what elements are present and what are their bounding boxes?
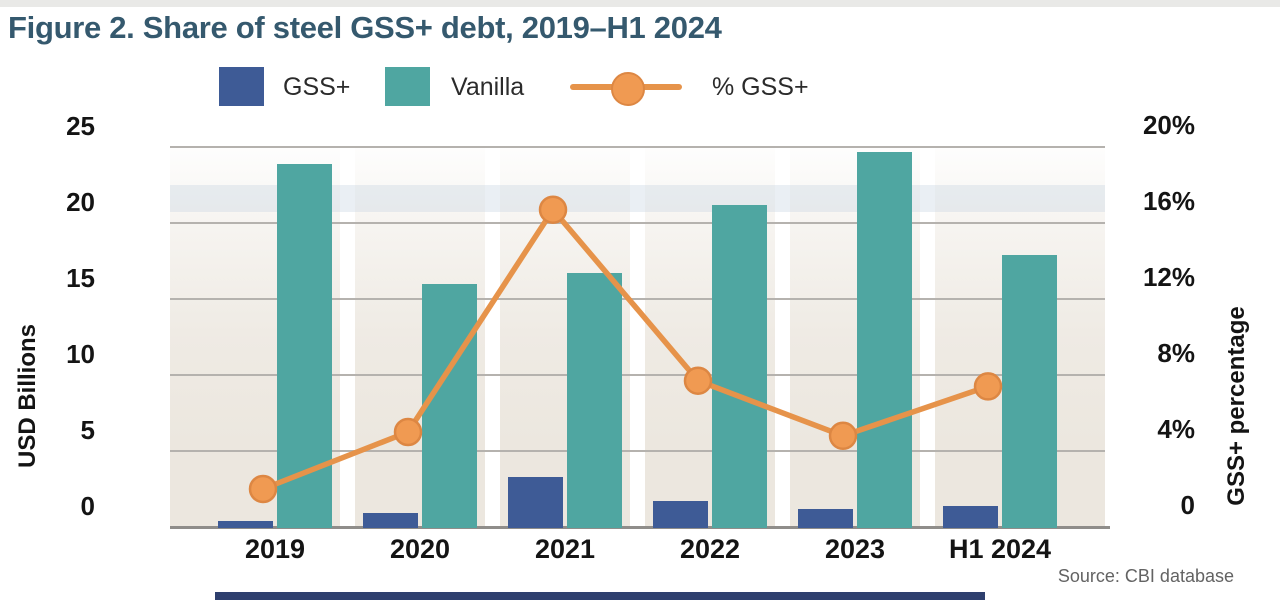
legend-swatch-vanilla [385,67,430,106]
y-tick-left: 20 [66,187,95,217]
top-strip [0,0,1280,7]
bar-vanilla-H1 2024 [1002,254,1057,528]
legend-label-pct: % GSS+ [712,73,809,101]
legend-label-vanilla: Vanilla [451,73,525,101]
bar-vanilla-2021 [567,273,622,528]
source-note: Source: CBI database [1057,566,1234,586]
x-label-2019: 2019 [244,534,306,564]
y-tick-right: 20% [1142,110,1195,140]
legend-marker-dot-icon [611,72,645,106]
bar-gss-H1 2024 [943,505,998,528]
y-tick-right: 12% [1142,262,1195,292]
bar-vanilla-2023 [857,151,912,528]
x-label-2022: 2022 [679,534,741,564]
x-label-2021: 2021 [534,534,596,564]
bar-vanilla-2020 [422,283,477,528]
legend-line-marker [570,72,682,106]
legend-label-gss: GSS+ [283,73,351,101]
x-label-H1 2024: H1 2024 [948,534,1052,564]
legend: GSS+ Vanilla % GSS+ [0,67,1280,111]
y-axis-title-right: GSS+ percentage [1223,306,1250,506]
bar-gss-2020 [363,513,418,528]
bar-gss-2021 [508,476,563,528]
x-label-2023: 2023 [824,534,886,564]
grid-line [170,146,1105,148]
legend-swatch-gss [219,67,264,106]
bar-vanilla-2022 [712,204,767,528]
y-tick-right: 16% [1142,186,1195,216]
y-tick-right: 8% [1157,338,1195,368]
y-tick-left: 0 [80,491,95,521]
y-tick-left: 5 [80,415,95,445]
bar-vanilla-2019 [277,163,332,528]
bar-gss-2022 [653,501,708,528]
y-axis-title-left: USD Billions [14,324,41,469]
bar-gss-2023 [798,508,853,528]
bar-gss-2019 [218,520,273,528]
x-label-2020: 2020 [389,534,451,564]
y-tick-left: 10 [66,339,95,369]
y-tick-right: 4% [1157,414,1195,444]
y-tick-right: 0 [1180,490,1195,520]
y-tick-left: 15 [66,263,95,293]
y-tick-left: 25 [66,111,95,141]
x-axis-line [170,526,1110,529]
bottom-bar [215,592,985,600]
figure-title: Figure 2. Share of steel GSS+ debt, 2019… [8,10,722,45]
